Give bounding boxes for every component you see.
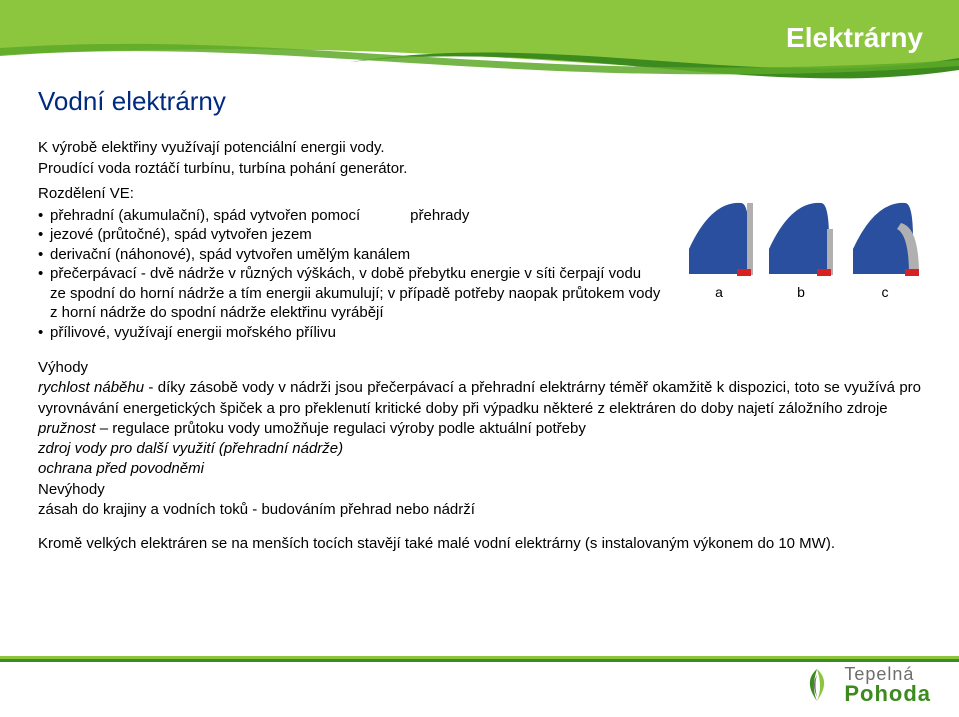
disadv-line: zásah do krajiny a vodních toků - budová…	[38, 500, 921, 520]
disadvantages-title: Nevýhody	[38, 480, 921, 500]
adv-line: rychlost náběhu - díky zásobě vody v nád…	[38, 378, 921, 419]
adv-line: zdroj vody pro další využití (přehradní …	[38, 439, 921, 459]
main-content: Vodní elektrárny K výrobě elektřiny využ…	[38, 86, 921, 554]
section-title: Vodní elektrárny	[38, 86, 921, 117]
intro-line-2: Proudící voda roztáčí turbínu, turbína p…	[38, 160, 661, 179]
closing-line: Kromě velkých elektráren se na menších t…	[38, 534, 921, 554]
list-item: přílivové, využívají energii mořského př…	[38, 323, 661, 343]
brand-line-2: Pohoda	[844, 683, 931, 705]
footer-logo: Tepelná Pohoda	[798, 665, 931, 705]
footer-accent-line	[0, 656, 959, 662]
list-item: jezové (průtočné), spád vytvořen jezem	[38, 225, 661, 245]
dam-types-diagram: a b c	[681, 179, 921, 319]
leaf-flame-icon	[798, 665, 836, 705]
intro-line-1: K výrobě elektřiny využívají potenciální…	[38, 139, 661, 158]
diagram-label-b: b	[797, 284, 805, 300]
diagram-label-a: a	[715, 284, 723, 300]
advantages-title: Výhody	[38, 358, 921, 378]
diagram-label-c: c	[882, 284, 889, 300]
list-heading: Rozdělení VE:	[38, 185, 661, 202]
advantages-block: Výhody rychlost náběhu - díky zásobě vod…	[38, 358, 921, 554]
list-item: přečerpávací - dvě nádrže v různých výšk…	[38, 264, 661, 323]
adv-line: pružnost – regulace průtoku vody umožňuj…	[38, 419, 921, 439]
adv-line: ochrana před povodněmi	[38, 459, 921, 479]
bullet-list: přehradní (akumulační), spád vytvořen po…	[38, 206, 661, 343]
page-title: Elektrárny	[786, 22, 923, 54]
list-item: přehradní (akumulační), spád vytvořen po…	[38, 206, 661, 226]
list-item: derivační (náhonové), spád vytvořen uměl…	[38, 245, 661, 265]
intro-block: K výrobě elektřiny využívají potenciální…	[38, 139, 661, 179]
